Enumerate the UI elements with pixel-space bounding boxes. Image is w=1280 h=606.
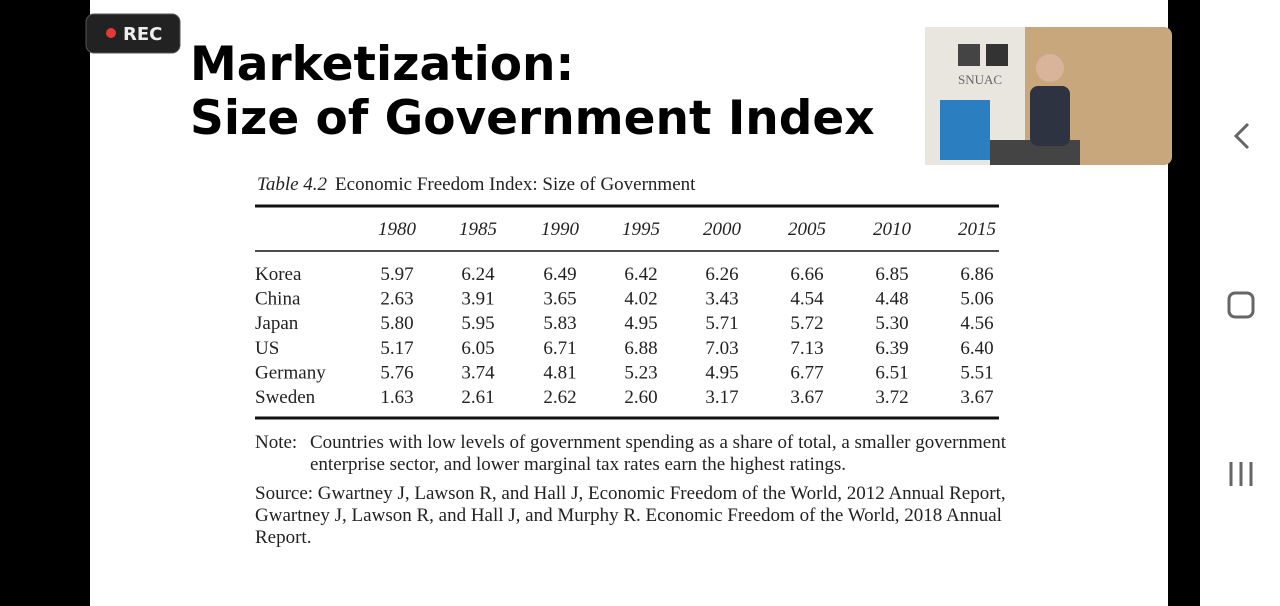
cell: 6.49 (543, 264, 576, 285)
cell: 1.63 (380, 387, 413, 408)
cell: 7.03 (705, 338, 738, 359)
cell: 6.39 (875, 338, 908, 359)
rec-dot (106, 28, 116, 38)
cell: 6.05 (461, 338, 494, 359)
cell: 3.91 (461, 289, 494, 310)
title: Size of Government Index (190, 91, 875, 146)
cell: 4.56 (960, 313, 993, 334)
source-line: Source: Gwartney J, Lawson R, and Hall J… (255, 483, 1006, 504)
cell: 6.66 (790, 264, 823, 285)
cell: 4.95 (705, 362, 738, 383)
cell: 6.77 (790, 362, 823, 383)
cell: 3.67 (790, 387, 823, 408)
cell: 5.23 (624, 362, 657, 383)
row-label: Germany (255, 362, 326, 383)
title: Marketization: (190, 37, 574, 92)
column-header: 1980 (378, 219, 417, 240)
note-line: enterprise sector, and lower marginal ta… (310, 454, 846, 475)
video-thumbnail: SNUAC (925, 27, 1172, 165)
cell: 6.86 (960, 264, 993, 285)
table: 1980 1985 1990 1995 2000 2005 2010 2015 Korea 5.9… (255, 219, 996, 408)
cell: 5.17 (380, 338, 413, 359)
table-caption: Table 4.2 Economic Freedom Index: Size of… (257, 174, 696, 195)
video-logo: SNUAC (958, 72, 1002, 87)
cell: 5.30 (875, 313, 908, 334)
row-label: Sweden (255, 387, 316, 408)
row-label: Korea (255, 264, 302, 285)
back-button[interactable] (1233, 122, 1250, 150)
note-line: Countries with low levels of government … (310, 432, 1007, 453)
cell: 3.74 (461, 362, 495, 383)
note-label: Note: (255, 432, 297, 453)
cell: 5.76 (380, 362, 413, 383)
row-label: US (255, 338, 279, 359)
home-button[interactable] (1227, 291, 1255, 319)
rec-label: REC (123, 24, 162, 45)
cell: 5.71 (705, 313, 738, 334)
rec-badge[interactable] (85, 13, 181, 54)
cell: 5.80 (380, 313, 413, 334)
source-line: Report. (255, 527, 311, 548)
cell: 4.81 (543, 362, 576, 383)
cell: 2.63 (380, 289, 413, 310)
cell: 2.61 (461, 387, 494, 408)
source-line: Gwartney J, Lawson R, and Hall J, and Mu… (255, 505, 1002, 526)
cell: 5.72 (790, 313, 823, 334)
cell: 6.40 (960, 338, 993, 359)
cell: 6.51 (875, 362, 908, 383)
cell: 5.95 (461, 313, 494, 334)
caption-text: Economic Freedom Index: Size of Governme… (335, 174, 696, 195)
cell: 2.60 (624, 387, 657, 408)
cell: 6.88 (624, 338, 657, 359)
cell: 5.51 (960, 362, 993, 383)
cell: 6.26 (705, 264, 738, 285)
cell: 3.65 (543, 289, 576, 310)
column-header: 1995 (622, 219, 660, 240)
cell: 4.95 (624, 313, 657, 334)
cell: 3.67 (960, 387, 993, 408)
column-header: 2015 (958, 219, 996, 240)
column-header: 1990 (541, 219, 580, 240)
table-number: Table 4.2 (257, 174, 328, 195)
cell: 6.85 (875, 264, 908, 285)
cell: 2.62 (543, 387, 576, 408)
cell: 6.42 (624, 264, 657, 285)
cell: 5.06 (960, 289, 993, 310)
cell: 3.72 (875, 387, 908, 408)
cell: 6.71 (543, 338, 576, 359)
column-header: 2000 (703, 219, 742, 240)
cell: 7.13 (790, 338, 823, 359)
nav-bar (1200, 0, 1280, 606)
recents-button[interactable] (1229, 462, 1253, 486)
cell: 3.43 (705, 289, 738, 310)
cell: 5.83 (543, 313, 576, 334)
cell: 4.54 (790, 289, 824, 310)
cell: 3.17 (705, 387, 738, 408)
cell: 4.48 (875, 289, 908, 310)
column-header: 2005 (788, 219, 826, 240)
column-header: 1985 (459, 219, 497, 240)
cell: 6.24 (461, 264, 495, 285)
cell: 5.97 (380, 264, 413, 285)
row-label: China (255, 289, 301, 310)
cell: 4.02 (624, 289, 657, 310)
column-header: 2010 (873, 219, 912, 240)
row-label: Japan (255, 313, 299, 334)
